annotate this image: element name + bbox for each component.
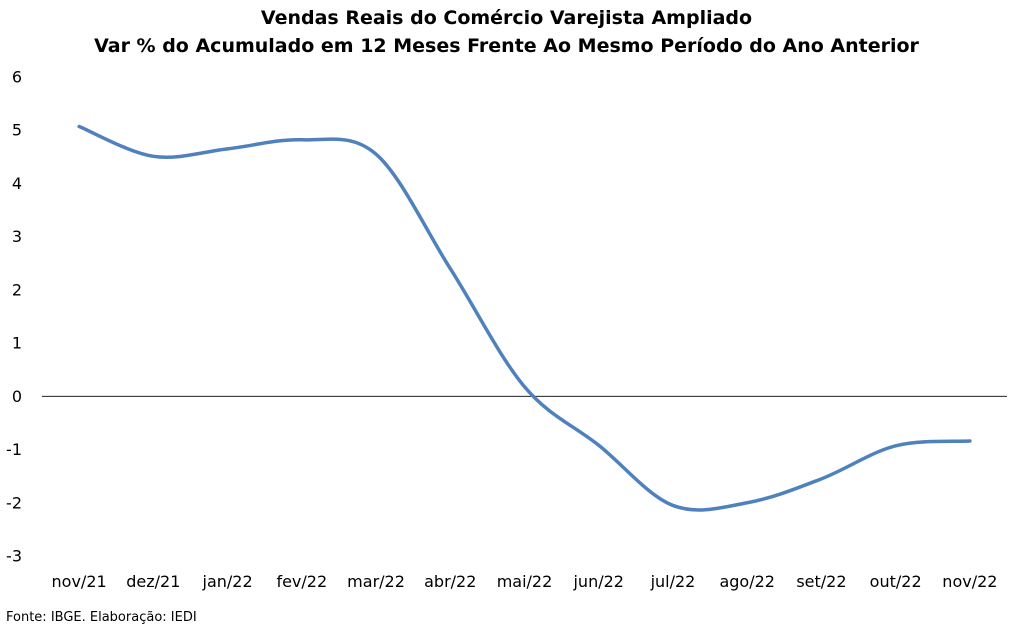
data-point	[78, 125, 81, 128]
y-tick-label: 4	[12, 174, 22, 193]
y-tick-label: 0	[12, 387, 22, 406]
x-tick-label: set/22	[796, 572, 846, 591]
chart-subtitle: Var % do Acumulado em 12 Meses Frente Ao…	[94, 35, 919, 57]
x-tick-label: ago/22	[719, 572, 775, 591]
data-point	[894, 444, 897, 447]
y-tick-label: 2	[12, 280, 22, 299]
y-tick-label: 6	[12, 68, 22, 87]
data-point	[671, 504, 674, 507]
chart-title: Vendas Reais do Comércio Varejista Ampli…	[260, 7, 753, 29]
x-tick-label: nov/21	[52, 572, 107, 591]
y-tick-label: 5	[12, 121, 22, 140]
data-point	[746, 501, 749, 504]
data-point	[300, 138, 303, 141]
data-point	[523, 385, 526, 388]
x-tick-label: nov/22	[942, 572, 997, 591]
x-tick-label: dez/21	[126, 572, 180, 591]
data-point	[449, 267, 452, 270]
y-tick-label: -1	[6, 440, 22, 459]
y-tick-label: -2	[6, 493, 22, 512]
data-point	[968, 440, 971, 443]
x-tick-label: out/22	[870, 572, 922, 591]
chart-title-block: Vendas Reais do Comércio Varejista Ampli…	[0, 4, 1013, 60]
x-tick-label: jan/22	[202, 572, 253, 591]
series-line	[77, 124, 972, 512]
y-tick-label: -3	[6, 547, 22, 566]
data-point	[152, 155, 155, 158]
x-tick-label: jul/22	[650, 572, 696, 591]
x-tick-label: fev/22	[276, 572, 327, 591]
x-tick-label: mar/22	[347, 572, 405, 591]
x-tick-label: jun/22	[572, 572, 623, 591]
x-tick-label: abr/22	[424, 572, 476, 591]
y-tick-label: 1	[12, 334, 22, 353]
x-tick-label: mai/22	[497, 572, 553, 591]
data-point	[820, 477, 823, 480]
data-point	[226, 147, 229, 150]
source-note: Fonte: IBGE. Elaboração: IEDI	[6, 610, 197, 625]
data-point	[375, 153, 378, 156]
data-point	[597, 444, 600, 447]
y-tick-label: 3	[12, 227, 22, 246]
